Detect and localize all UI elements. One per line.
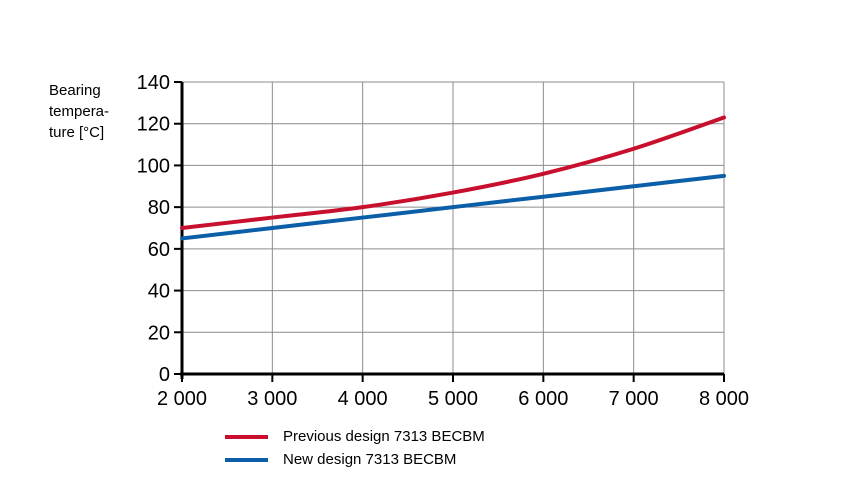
y-axis-label-line: ture [°C] (49, 124, 105, 141)
y-tick-label: 80 (148, 197, 170, 219)
y-axis-label-line: Bearing (49, 82, 101, 99)
legend-swatch-new (225, 458, 268, 462)
y-axis-label: Bearing tempera- ture [°C] (49, 80, 109, 143)
series-line-previous-design (180, 115, 726, 230)
y-tick-label: 120 (137, 114, 170, 136)
y-axis-label-line: tempera- (49, 103, 110, 120)
y-tick-label: 100 (137, 155, 170, 177)
x-tick-label: 2 000 (157, 388, 207, 410)
y-tick-label: 20 (148, 322, 170, 344)
x-tick-label: 4 000 (338, 388, 388, 410)
y-tick-label: 140 (137, 72, 170, 94)
x-tick-label: 5 000 (428, 388, 478, 410)
x-tick-label: 3 000 (247, 388, 297, 410)
legend-label-new: New design 7313 BECBM (283, 451, 457, 468)
legend-swatch-previous (225, 435, 268, 439)
legend-label-previous: Previous design 7313 BECBM (283, 428, 485, 445)
y-tick-label: 60 (148, 239, 170, 261)
x-tick-label: 7 000 (609, 388, 659, 410)
x-tick-label: 8 000 (699, 388, 749, 410)
y-tick-label: 0 (159, 364, 170, 386)
x-tick-label: 6 000 (518, 388, 568, 410)
y-tick-label: 40 (148, 281, 170, 303)
series-line-new-design (180, 173, 726, 241)
